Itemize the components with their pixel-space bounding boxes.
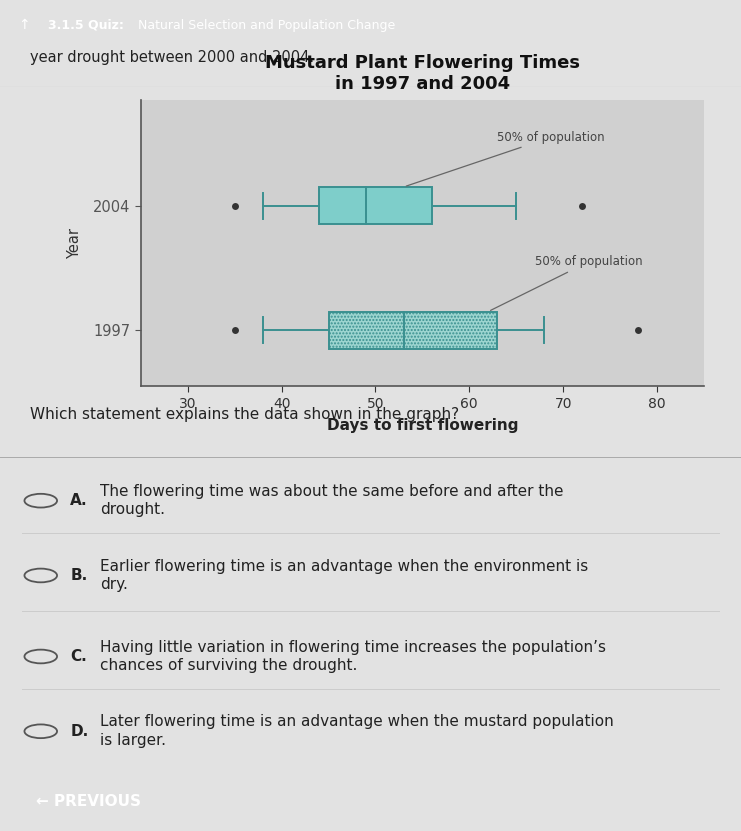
Text: A.: A. — [70, 493, 88, 509]
Text: Later flowering time is an advantage when the mustard population
is larger.: Later flowering time is an advantage whe… — [100, 715, 614, 748]
Bar — [328, 312, 497, 349]
Text: Natural Selection and Population Change: Natural Selection and Population Change — [130, 18, 395, 32]
Text: Earlier flowering time is an advantage when the environment is
dry.: Earlier flowering time is an advantage w… — [100, 558, 588, 593]
Text: year drought between 2000 and 2004.: year drought between 2000 and 2004. — [30, 50, 313, 65]
Bar — [319, 187, 432, 224]
Text: Which statement explains the data shown in the graph?: Which statement explains the data shown … — [30, 407, 459, 422]
X-axis label: Days to first flowering: Days to first flowering — [327, 418, 518, 433]
Title: Mustard Plant Flowering Times
in 1997 and 2004: Mustard Plant Flowering Times in 1997 an… — [265, 54, 580, 92]
Text: 50% of population: 50% of population — [406, 130, 605, 186]
Text: D.: D. — [70, 724, 89, 739]
Text: C.: C. — [70, 649, 87, 664]
Text: ← PREVIOUS: ← PREVIOUS — [36, 794, 142, 809]
Text: B.: B. — [70, 568, 87, 583]
Y-axis label: Year: Year — [67, 228, 82, 258]
Text: 3.1.5 Quiz:: 3.1.5 Quiz: — [48, 18, 124, 32]
Text: The flowering time was about the same before and after the
drought.: The flowering time was about the same be… — [100, 484, 564, 518]
Text: Having little variation in flowering time increases the population’s
chances of : Having little variation in flowering tim… — [100, 640, 606, 673]
Text: ↑: ↑ — [19, 18, 30, 32]
Text: 50% of population: 50% of population — [491, 255, 642, 311]
